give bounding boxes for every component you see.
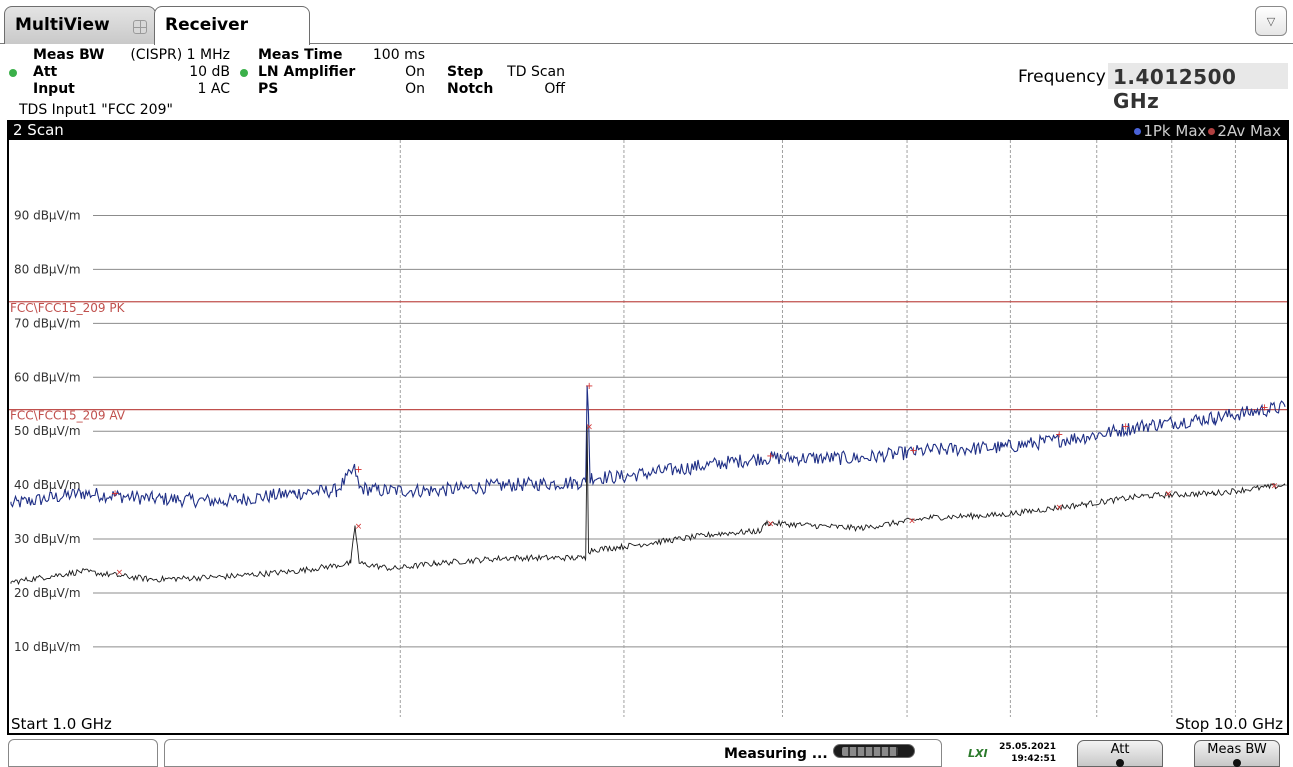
peak-marker: + — [585, 381, 593, 392]
peak-marker: + — [1260, 402, 1268, 413]
meas-bw-value: (CISPR) 1 MHz — [130, 47, 230, 63]
trace-legend: 1Pk Max 2Av Max — [1132, 122, 1281, 140]
progress-bar — [833, 744, 915, 758]
tab-receiver-label: Receiver — [165, 15, 249, 35]
att-value: 10 dB — [189, 64, 230, 80]
status-box-left — [8, 739, 158, 767]
tab-multiview-label: MultiView — [15, 15, 110, 35]
scan-window: 2 Scan 1Pk Max 2Av Max + + + + + + + + × × × × × × × × … — [7, 120, 1289, 735]
meas-bw-softkey-indicator — [1233, 759, 1241, 767]
peak-marker: × — [586, 422, 594, 432]
start-frequency-label: Start 1.0 GHz — [11, 715, 112, 733]
meas-bw-softkey-button[interactable]: Meas BW — [1194, 740, 1280, 767]
tab-receiver[interactable]: Receiver — [154, 6, 310, 45]
y-tick-label: 80 dBµV/m — [14, 262, 81, 276]
peak-marker: + — [111, 489, 119, 500]
frequency-label: Frequency — [1018, 67, 1106, 87]
y-tick-label: 90 dBµV/m — [14, 208, 81, 222]
meas-time-value: 100 ms — [372, 47, 425, 63]
legend-pk-label: 1Pk Max — [1143, 122, 1207, 140]
legend-av-dot — [1208, 127, 1216, 135]
input-label: Input — [33, 81, 75, 97]
meas-bw-label: Meas BW — [33, 47, 105, 63]
settings-panel: Meas BW (CISPR) 1 MHz Att 10 dB Input 1 … — [0, 46, 1293, 119]
peak-marker: × — [1271, 482, 1279, 492]
att-softkey-button[interactable]: Att — [1077, 740, 1163, 767]
ps-label: PS — [258, 81, 279, 97]
ps-value: On — [405, 81, 425, 97]
time: 19:42:51 — [1011, 754, 1056, 764]
peak-marker: × — [355, 522, 363, 532]
y-tick-label: 40 dBµV/m — [14, 478, 81, 492]
ln-amplifier-value: On — [405, 64, 425, 80]
peak-marker: + — [766, 451, 774, 462]
y-tick-label: 70 dBµV/m — [14, 316, 81, 330]
tab-bar: MultiView Receiver ▽ — [0, 0, 1293, 46]
y-tick-label: 30 dBµV/m — [14, 532, 81, 546]
legend-pk-dot — [1134, 127, 1142, 135]
ln-amplifier-status-dot — [240, 69, 248, 77]
peak-marker: + — [909, 446, 917, 457]
date: 25.05.2021 — [999, 742, 1056, 752]
trace-pk-max — [10, 385, 1286, 509]
peak-marker: × — [116, 568, 124, 578]
peak-marker: + — [354, 464, 362, 475]
notch-label: Notch — [447, 81, 494, 97]
scan-title: 2 Scan — [13, 121, 64, 139]
date-time: 25.05.2021 19:42:51 — [998, 741, 1056, 765]
trace-av-max — [10, 425, 1286, 586]
scan-plot[interactable]: + + + + + + + + × × × × × × × × 10 dBµV/m 20 dBµV/m 30 dB… — [9, 140, 1287, 717]
limit-line-label: FCC\FCC15_209 PK — [10, 301, 126, 315]
tds-input-label: TDS Input1 "FCC 209" — [19, 102, 173, 118]
notch-value: Off — [544, 81, 565, 97]
step-label: Step — [447, 64, 484, 80]
frequency-value[interactable]: 1.4012500 GHz — [1108, 63, 1288, 113]
peak-marker: × — [908, 517, 916, 527]
stop-frequency-label: Stop 10.0 GHz — [1175, 715, 1283, 733]
att-status-dot — [9, 69, 17, 77]
y-tick-label: 20 dBµV/m — [14, 586, 81, 600]
multiview-grid-icon — [133, 20, 147, 34]
y-tick-label: 10 dBµV/m — [14, 640, 81, 654]
progress-fill — [842, 747, 899, 756]
peak-marker: + — [1122, 421, 1130, 432]
peak-marker: × — [1165, 490, 1173, 500]
input-value: 1 AC — [197, 81, 230, 97]
meas-time-label: Meas Time — [258, 47, 343, 63]
peak-marker: × — [767, 519, 775, 529]
y-tick-label: 50 dBµV/m — [14, 424, 81, 438]
chevron-down-icon[interactable]: ▽ — [1255, 6, 1287, 36]
tab-multiview[interactable]: MultiView — [4, 6, 156, 44]
y-tick-label: 60 dBµV/m — [14, 370, 81, 384]
tab-bar-baseline — [0, 43, 1293, 44]
att-softkey-label: Att — [1110, 742, 1130, 757]
step-value: TD Scan — [507, 64, 565, 80]
status-text: Measuring ... — [724, 746, 828, 762]
peak-marker: + — [1055, 429, 1063, 440]
legend-av-label: 2Av Max — [1217, 122, 1281, 140]
ln-amplifier-label: LN Amplifier — [258, 64, 356, 80]
status-bar: Measuring ... LXI 25.05.2021 19:42:51 At… — [0, 737, 1293, 767]
peak-marker: × — [1056, 503, 1064, 513]
meas-bw-softkey-label: Meas BW — [1207, 742, 1267, 757]
lxi-logo: LXI — [968, 747, 988, 760]
limit-line-label: FCC\FCC15_209 AV — [10, 409, 126, 423]
scan-title-bar: 2 Scan 1Pk Max 2Av Max — [9, 121, 1287, 140]
att-softkey-indicator — [1116, 759, 1124, 767]
att-label: Att — [33, 64, 58, 80]
